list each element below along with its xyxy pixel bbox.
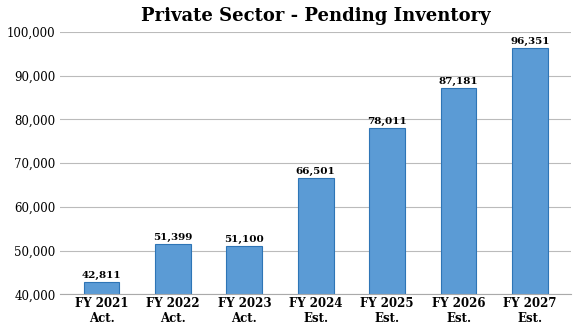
Bar <box>298 179 334 332</box>
Bar <box>84 282 119 332</box>
Text: 78,011: 78,011 <box>367 117 407 126</box>
Text: 66,501: 66,501 <box>296 167 336 176</box>
Text: 87,181: 87,181 <box>439 77 479 86</box>
Bar <box>155 244 191 332</box>
Bar <box>512 48 548 332</box>
Text: 51,399: 51,399 <box>153 233 192 242</box>
Bar <box>440 88 476 332</box>
Text: 51,100: 51,100 <box>224 235 264 244</box>
Text: 42,811: 42,811 <box>81 271 121 280</box>
Bar <box>369 128 405 332</box>
Title: Private Sector - Pending Inventory: Private Sector - Pending Inventory <box>141 7 491 25</box>
Text: 96,351: 96,351 <box>510 37 550 46</box>
Bar <box>227 246 262 332</box>
